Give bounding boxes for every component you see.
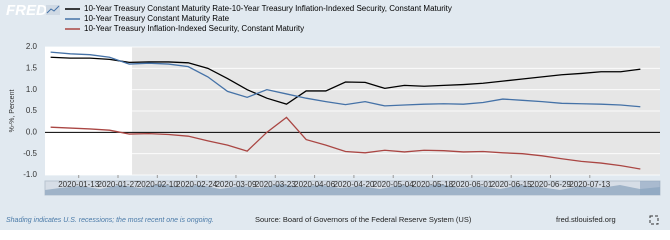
footer-note: Shading indicates U.S. recessions; the m…: [6, 217, 214, 224]
footer-site: fred.stlouisfed.org: [556, 215, 616, 224]
x-tick-label: 2020-01-27: [98, 180, 139, 189]
legend-label: 10-Year Treasury Constant Maturity Rate: [84, 14, 230, 23]
logo: FRED: [6, 2, 47, 19]
x-tick-label: 2020-01-13: [58, 180, 99, 189]
x-tick-label: 2020-06-01: [451, 180, 492, 189]
navigator-series: [45, 184, 660, 195]
y-tick-label: 1.0: [26, 85, 38, 94]
x-tick-label: 2020-03-23: [255, 180, 296, 189]
x-tick-label: 2020-06-29: [530, 180, 571, 189]
y-tick-label: 2.0: [26, 42, 38, 51]
y-tick-label: 0.5: [26, 106, 38, 115]
x-tick-label: 2020-03-09: [215, 180, 256, 189]
x-tick-label: 2020-04-20: [333, 180, 374, 189]
chart: FRED %-%, Percent Shading indicates U.S.…: [0, 0, 670, 230]
series-line: [50, 56, 641, 105]
x-tick-label: 2020-06-15: [491, 180, 532, 189]
footer-source: Source: Board of Governors of the Federa…: [255, 215, 472, 224]
legend-label: 10-Year Treasury Constant Maturity Rate-…: [84, 4, 452, 13]
x-tick-label: 2020-04-06: [294, 180, 335, 189]
y-tick-label: -0.5: [23, 149, 37, 158]
y-tick-label: 0.0: [26, 127, 38, 136]
fullscreen-button[interactable]: [649, 215, 659, 225]
legend-label: 10-Year Treasury Inflation-Indexed Secur…: [84, 24, 304, 33]
navigator-window[interactable]: [640, 181, 660, 195]
y-tick-label: -1.0: [23, 170, 37, 179]
y-axis-label: %-%, Percent: [9, 90, 16, 133]
x-tick-label: 2020-02-10: [137, 180, 178, 189]
plot-area: [45, 46, 660, 176]
series-line: [50, 51, 641, 108]
y-tick-label: 1.5: [26, 63, 38, 72]
x-tick-label: 2020-05-18: [412, 180, 453, 189]
series-line: [50, 116, 641, 170]
x-tick-label: 2020-05-04: [373, 180, 414, 189]
x-tick-label: 2020-07-13: [569, 180, 610, 189]
logo-icon-line: [46, 5, 60, 14]
x-tick-label: 2020-02-24: [176, 180, 217, 189]
